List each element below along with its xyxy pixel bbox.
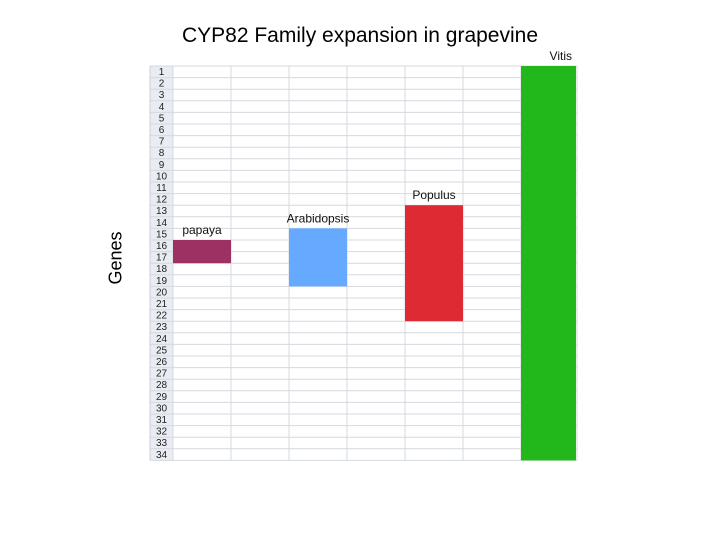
- row-number: 2: [159, 79, 165, 90]
- row-number: 30: [156, 403, 168, 414]
- row-number: 33: [156, 438, 168, 449]
- row-number: 11: [156, 183, 167, 194]
- bar-vitis: [521, 66, 576, 461]
- bar-label-vitis: Vitis: [550, 49, 572, 63]
- bar-populus: [405, 205, 463, 322]
- row-number: 16: [156, 241, 168, 252]
- row-number: 3: [159, 90, 165, 101]
- row-number: 22: [156, 311, 168, 322]
- row-number: 32: [156, 427, 168, 438]
- row-number: 17: [156, 253, 168, 264]
- row-number: 20: [156, 287, 168, 298]
- row-number: 19: [156, 276, 168, 287]
- row-number: 14: [156, 218, 168, 229]
- row-number: 29: [156, 392, 168, 403]
- bar-papaya: [173, 240, 231, 264]
- row-number: 9: [159, 160, 165, 171]
- bar-label-papaya: papaya: [182, 223, 222, 237]
- chart-title: CYP82 Family expansion in grapevine: [181, 24, 539, 47]
- bar-label-arabidopsis: Arabidopsis: [287, 211, 350, 225]
- bar-arabidopsis: [289, 228, 347, 287]
- row-number: 24: [156, 334, 168, 345]
- row-number: 34: [156, 450, 168, 461]
- row-number: 12: [156, 195, 168, 206]
- row-number: 6: [159, 125, 165, 136]
- row-number: 23: [156, 322, 168, 333]
- row-number: 26: [156, 357, 168, 368]
- bar-label-populus: Populus: [412, 188, 455, 202]
- row-number: 28: [156, 380, 168, 391]
- row-number: 25: [156, 345, 168, 356]
- row-number: 1: [159, 67, 165, 78]
- row-number: 15: [156, 229, 168, 240]
- row-number: 18: [156, 264, 168, 275]
- row-number: 8: [159, 148, 165, 159]
- row-number: 5: [159, 113, 165, 124]
- row-number: 7: [159, 137, 165, 148]
- row-number: 31: [156, 415, 168, 426]
- row-number: 10: [156, 171, 168, 182]
- row-number: 21: [156, 299, 168, 310]
- row-number: 4: [159, 102, 165, 113]
- row-number: 13: [156, 206, 168, 217]
- row-number: 27: [156, 369, 168, 380]
